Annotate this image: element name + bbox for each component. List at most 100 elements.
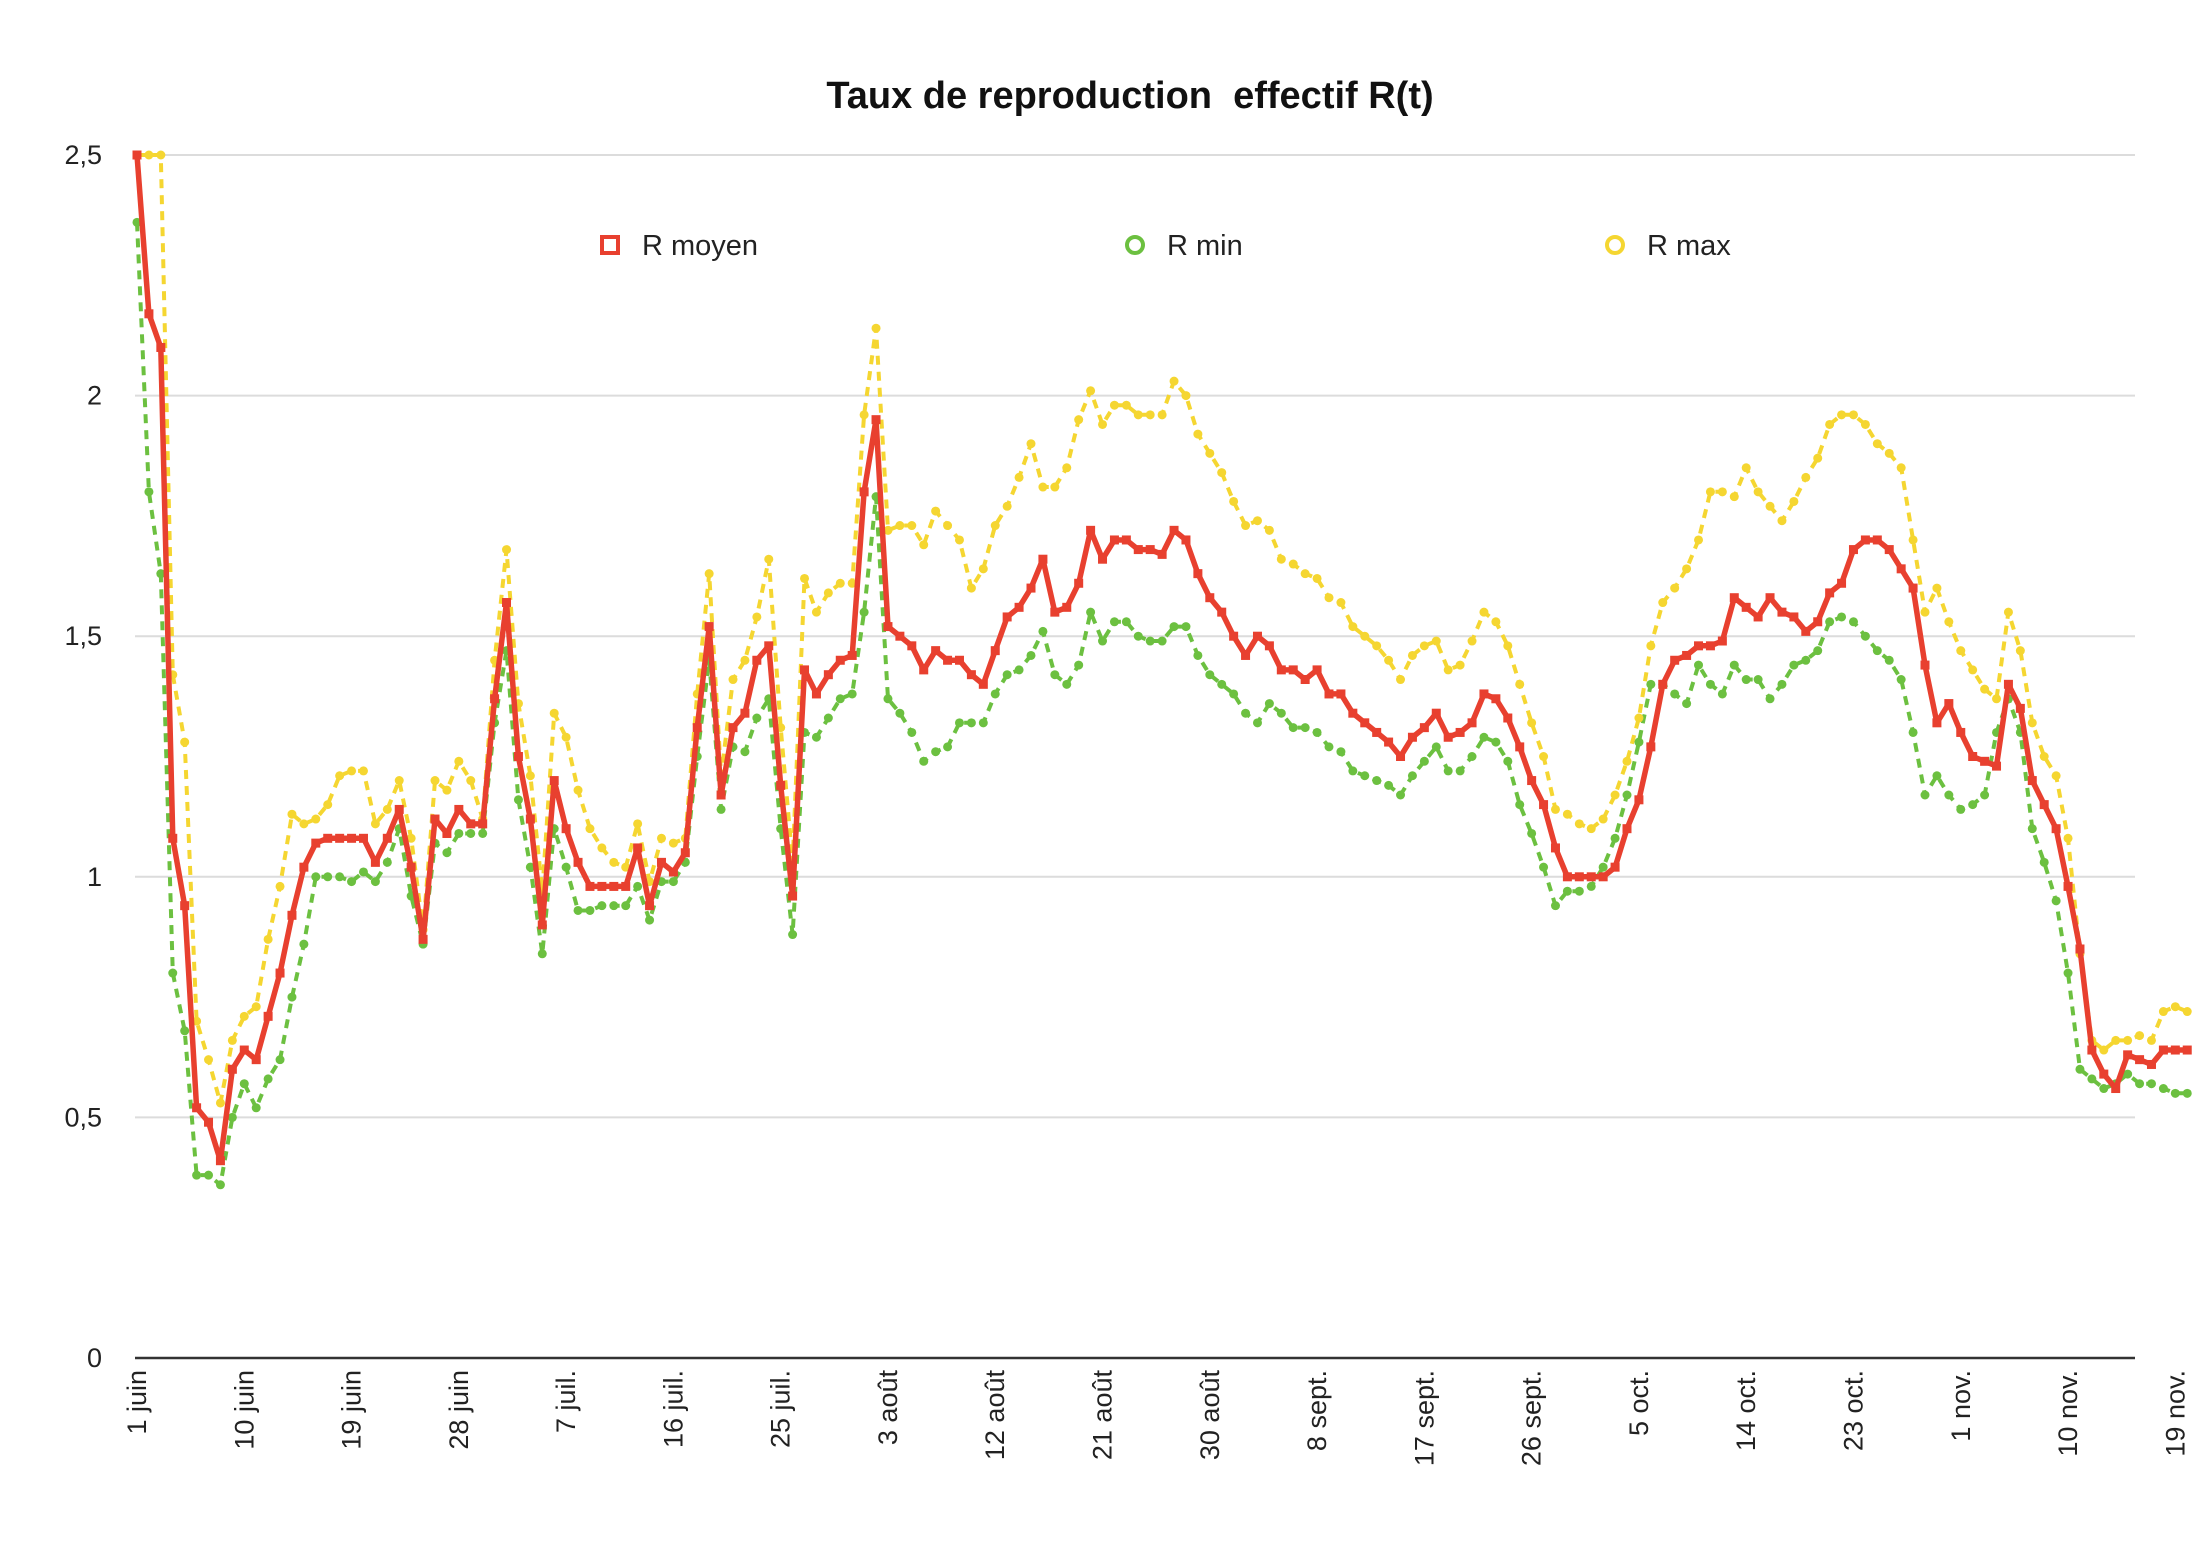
data-point — [168, 833, 178, 843]
data-point — [502, 545, 512, 555]
data-point — [1467, 752, 1477, 761]
data-point — [1217, 607, 1227, 617]
data-point — [1098, 419, 1108, 429]
y-tick-label: 2 — [87, 381, 102, 411]
data-point — [1157, 549, 1167, 559]
data-point — [525, 814, 535, 824]
data-point — [1193, 650, 1203, 660]
data-point — [1407, 650, 1417, 660]
data-point — [1252, 718, 1262, 728]
data-point — [370, 857, 380, 867]
data-point — [1109, 535, 1119, 545]
data-point — [800, 573, 810, 583]
data-point — [1765, 593, 1775, 603]
x-tick-label: 7 juil. — [551, 1370, 581, 1433]
data-point — [716, 790, 726, 800]
data-point — [1419, 756, 1429, 766]
data-point — [156, 569, 166, 579]
data-point — [1789, 612, 1799, 622]
data-point — [311, 872, 321, 882]
data-point — [740, 708, 750, 718]
data-point — [1729, 660, 1739, 670]
data-point — [1646, 742, 1656, 752]
series-line — [135, 222, 2188, 1187]
data-point — [1217, 468, 1227, 478]
y-tick-label: 0,5 — [64, 1102, 102, 1132]
data-point — [1181, 535, 1191, 545]
data-point — [2123, 1035, 2133, 1045]
data-point — [430, 776, 440, 786]
data-point — [1241, 708, 1251, 718]
data-point — [502, 598, 512, 608]
data-point — [1348, 622, 1358, 632]
data-point — [299, 939, 309, 949]
data-point — [954, 718, 964, 728]
data-point — [1288, 559, 1298, 569]
data-point — [1884, 448, 1894, 458]
data-point — [287, 809, 297, 819]
series-r-min — [132, 217, 2192, 1190]
data-point — [1157, 410, 1167, 420]
data-point — [454, 804, 464, 814]
legend-item: R min — [1125, 230, 1243, 262]
data-point — [1682, 564, 1692, 574]
x-tick-label: 10 nov. — [2053, 1370, 2083, 1457]
data-point — [1884, 655, 1894, 665]
data-point — [1562, 809, 1572, 819]
data-point — [1908, 583, 1918, 593]
data-point — [1431, 742, 1441, 752]
data-point — [466, 828, 476, 838]
data-point — [1300, 723, 1310, 733]
data-point — [180, 1026, 190, 1036]
data-point — [1694, 641, 1704, 651]
data-point — [406, 862, 416, 872]
data-point — [1491, 737, 1501, 747]
data-point — [323, 833, 333, 843]
data-point — [204, 1170, 214, 1180]
data-point — [347, 766, 357, 776]
data-point — [1169, 525, 1179, 535]
data-point — [621, 862, 631, 872]
data-point — [2027, 824, 2037, 834]
data-point — [454, 756, 464, 766]
data-point — [1777, 516, 1787, 526]
data-point — [1121, 535, 1131, 545]
data-point — [1109, 400, 1119, 410]
data-point — [347, 833, 357, 843]
data-point — [1944, 617, 1954, 627]
x-tick-label: 1 juin — [122, 1370, 152, 1435]
data-point — [144, 150, 154, 160]
data-point — [2087, 1045, 2097, 1055]
data-point — [1825, 617, 1835, 627]
data-point — [2051, 896, 2061, 906]
data-point — [144, 487, 154, 497]
data-point — [1467, 718, 1477, 728]
data-point — [478, 828, 488, 838]
data-point — [215, 1156, 225, 1166]
data-point — [525, 771, 535, 781]
data-point — [943, 655, 953, 665]
data-point — [668, 838, 678, 848]
data-point — [1741, 675, 1751, 685]
data-point — [1908, 727, 1918, 737]
data-point — [1229, 631, 1239, 641]
data-point — [954, 655, 964, 665]
data-point — [871, 415, 881, 425]
y-tick-label: 0 — [87, 1343, 102, 1373]
data-point — [1598, 814, 1608, 824]
data-point — [585, 824, 595, 834]
data-point — [192, 1170, 202, 1180]
x-tick-label: 14 oct. — [1731, 1370, 1761, 1451]
data-point — [227, 1112, 237, 1122]
data-point — [1562, 886, 1572, 896]
data-point — [2039, 800, 2049, 810]
data-point — [680, 848, 690, 858]
data-point — [227, 1064, 237, 1074]
x-tick-label: 12 août — [980, 1370, 1010, 1461]
x-axis: 1 juin 10 juin 19 juin 28 juin 7 juil. 16 jui… — [122, 1356, 2190, 1466]
data-point — [978, 718, 988, 728]
data-point — [1014, 472, 1024, 482]
data-point — [907, 727, 917, 737]
data-point — [1384, 780, 1394, 790]
data-point — [1372, 727, 1382, 737]
